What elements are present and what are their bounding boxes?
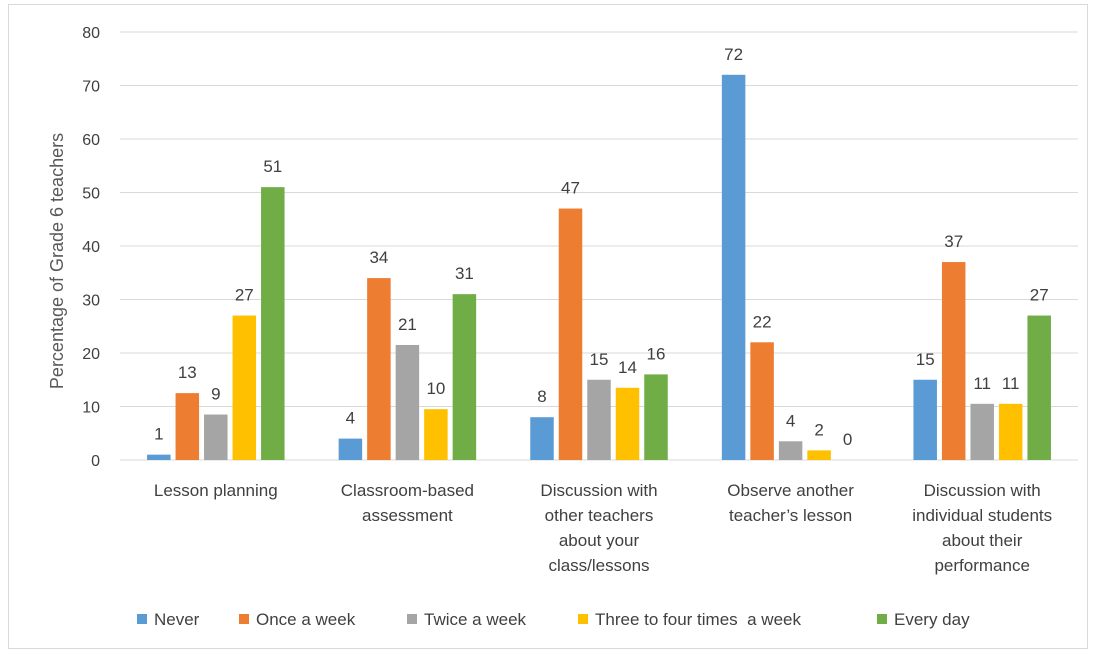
y-tick-label: 70 [82, 79, 100, 96]
bar-once-a-week [367, 278, 391, 460]
data-label: 27 [235, 286, 254, 305]
category-label: performance [934, 556, 1029, 575]
bar-twice-a-week [395, 344, 420, 460]
y-tick-label: 0 [91, 453, 100, 470]
legend-label: Once a week [256, 610, 356, 629]
category-label: Lesson planning [154, 481, 278, 500]
category-label: teacher’s lesson [729, 506, 852, 525]
legend-label: Every day [894, 610, 970, 629]
bar-three-to-four-times-a-week [424, 409, 448, 460]
chart-frame [8, 4, 1088, 649]
data-label: 4 [346, 409, 355, 428]
y-tick-label: 80 [82, 25, 100, 42]
bar-twice-a-week [587, 379, 611, 460]
bar-three-to-four-times-a-week [232, 315, 257, 460]
category-label: Discussion with [540, 481, 657, 500]
bar-three-to-four-times-a-week [615, 387, 640, 460]
category-label: Observe another [727, 481, 854, 500]
data-label: 13 [178, 363, 197, 382]
y-tick-label: 50 [82, 186, 100, 203]
legend-swatch [137, 614, 147, 624]
bar-once-a-week [750, 342, 774, 460]
y-tick-label: 20 [82, 346, 100, 363]
data-label: 34 [369, 248, 388, 267]
data-label: 21 [398, 315, 417, 334]
data-label: 72 [724, 45, 743, 64]
category-label: class/lessons [548, 556, 649, 575]
data-label: 11 [973, 374, 991, 393]
bar-once-a-week [558, 208, 583, 460]
bar-three-to-four-times-a-week [998, 403, 1023, 460]
data-label: 31 [455, 264, 474, 283]
data-label: 16 [647, 344, 666, 363]
bar-every-day [1027, 315, 1051, 460]
data-label: 4 [786, 411, 795, 430]
bar-once-a-week [175, 393, 200, 460]
y-tick-label: 10 [82, 400, 100, 417]
bar-never [530, 417, 554, 460]
legend-swatch [407, 614, 417, 624]
data-label: 0 [843, 430, 852, 449]
data-label: 22 [753, 312, 772, 331]
data-label: 14 [618, 358, 637, 377]
category-label: other teachers [545, 506, 654, 525]
legend-label: Never [154, 610, 200, 629]
bar-twice-a-week [204, 414, 228, 460]
bar-never [338, 438, 363, 460]
y-tick-label: 40 [82, 239, 100, 256]
category-label: individual students [912, 506, 1052, 525]
legend-swatch [578, 614, 588, 624]
category-label: Classroom-based [341, 481, 474, 500]
data-label: 9 [211, 385, 220, 404]
category-label: about their [942, 531, 1023, 550]
data-label: 51 [263, 157, 282, 176]
bar-never [147, 454, 171, 460]
data-label: 15 [590, 350, 609, 369]
data-label: 1 [154, 425, 163, 444]
bar-twice-a-week [970, 403, 994, 460]
data-label: 10 [426, 379, 445, 398]
y-tick-label: 30 [82, 293, 100, 310]
bar-never [721, 74, 746, 461]
legend-label: Twice a week [424, 610, 527, 629]
category-label: Discussion with [924, 481, 1041, 500]
bar-once-a-week [941, 262, 966, 460]
bar-twice-a-week [778, 441, 803, 460]
bar-every-day [644, 374, 668, 460]
data-label: 37 [944, 232, 963, 251]
category-label: assessment [362, 506, 453, 525]
bar-every-day [261, 187, 285, 460]
data-label: 11 [1002, 374, 1020, 393]
legend-label: Three to four times a week [595, 610, 801, 629]
bar-never [913, 379, 937, 460]
y-axis-title: Percentage of Grade 6 teachers [47, 133, 67, 389]
bar-three-to-four-times-a-week [807, 450, 831, 460]
data-label: 47 [561, 179, 580, 198]
legend-swatch [239, 614, 249, 624]
bar-every-day [452, 294, 477, 460]
y-tick-label: 60 [82, 132, 100, 149]
data-label: 15 [916, 350, 935, 369]
category-label: about your [559, 531, 640, 550]
legend-swatch [877, 614, 887, 624]
data-label: 27 [1030, 286, 1049, 305]
data-label: 8 [537, 387, 546, 406]
data-label: 2 [814, 420, 823, 439]
